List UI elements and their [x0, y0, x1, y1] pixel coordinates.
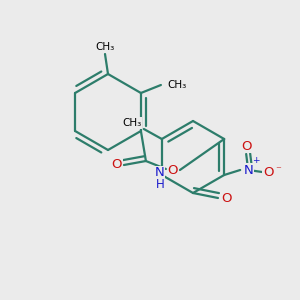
Text: O: O	[168, 164, 178, 176]
Text: O: O	[221, 191, 231, 205]
Text: ⁻: ⁻	[275, 165, 281, 175]
Text: H: H	[155, 178, 164, 191]
Text: +: +	[252, 156, 260, 165]
Text: CH₃: CH₃	[167, 80, 187, 90]
Text: CH₃: CH₃	[95, 42, 115, 52]
Text: O: O	[241, 140, 251, 152]
Text: O: O	[112, 158, 122, 172]
Text: O: O	[263, 166, 273, 178]
Text: CH₃: CH₃	[122, 118, 141, 128]
Text: N: N	[155, 167, 165, 179]
Text: N: N	[243, 164, 253, 176]
